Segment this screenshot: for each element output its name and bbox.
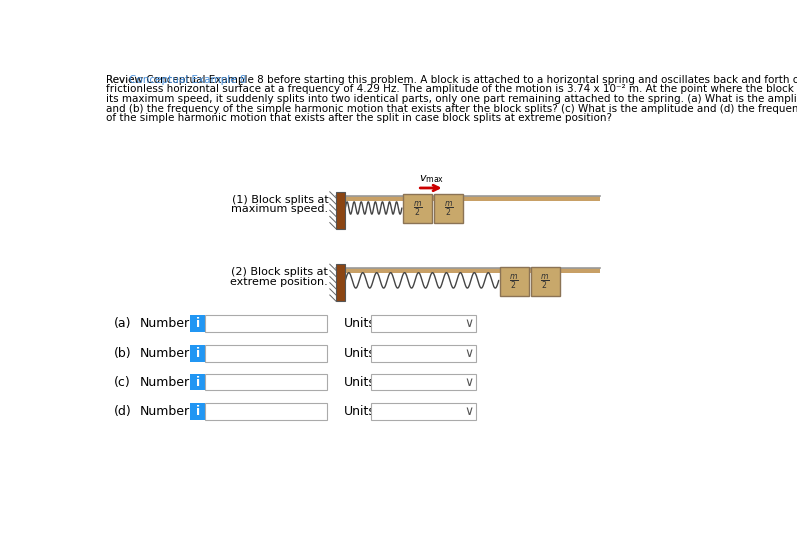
Text: ∨: ∨ <box>465 405 474 418</box>
Text: $v_{\mathrm{max}}$: $v_{\mathrm{max}}$ <box>419 173 444 185</box>
Text: Conceptual Example 8: Conceptual Example 8 <box>129 75 246 85</box>
Text: Number: Number <box>140 317 190 330</box>
Text: $\frac{m}{2}$: $\frac{m}{2}$ <box>540 272 550 291</box>
Bar <box>371 373 476 391</box>
Bar <box>371 403 476 420</box>
Text: (d): (d) <box>114 405 132 418</box>
Text: (1) Block splits at: (1) Block splits at <box>231 195 328 205</box>
Text: Review Conceptual Example 8 before starting this problem. A block is attached to: Review Conceptual Example 8 before start… <box>106 75 797 85</box>
Text: Units: Units <box>344 317 375 330</box>
Text: Units: Units <box>344 347 375 360</box>
Text: Number: Number <box>140 405 190 418</box>
Bar <box>336 196 599 201</box>
Text: ∨: ∨ <box>465 347 474 360</box>
Text: i: i <box>195 376 200 389</box>
Bar <box>336 192 345 229</box>
Text: i: i <box>195 405 200 418</box>
Text: (a): (a) <box>114 317 131 330</box>
Text: Units: Units <box>344 376 375 389</box>
Text: frictionless horizontal surface at a frequency of 4.29 Hz. The amplitude of the : frictionless horizontal surface at a fre… <box>106 84 797 94</box>
Bar <box>402 194 432 224</box>
Bar <box>190 403 205 420</box>
Text: Number: Number <box>140 376 190 389</box>
Bar <box>205 315 328 332</box>
Text: ∨: ∨ <box>465 376 474 389</box>
Text: $\frac{m}{2}$: $\frac{m}{2}$ <box>444 200 453 218</box>
Bar <box>336 268 599 273</box>
Text: extreme position.: extreme position. <box>217 277 328 287</box>
Bar <box>190 315 205 332</box>
Text: (c): (c) <box>114 376 131 389</box>
Bar <box>336 264 345 301</box>
Text: Number: Number <box>140 347 190 360</box>
Text: ∨: ∨ <box>465 317 474 330</box>
Bar <box>205 373 328 391</box>
Bar <box>434 194 463 224</box>
Text: Review: Review <box>106 75 146 85</box>
Text: (b): (b) <box>114 347 132 360</box>
Text: its maximum speed, it suddenly splits into two identical parts, only one part re: its maximum speed, it suddenly splits in… <box>106 94 797 104</box>
Text: Review Conceptual Example 8: Review Conceptual Example 8 <box>106 75 264 85</box>
Text: $\frac{m}{2}$: $\frac{m}{2}$ <box>413 200 422 218</box>
Text: maximum speed.: maximum speed. <box>217 204 328 214</box>
Text: of the simple harmonic motion that exists after the split in case block splits a: of the simple harmonic motion that exist… <box>106 113 612 124</box>
Bar <box>371 315 476 332</box>
Bar <box>190 373 205 391</box>
Bar <box>190 345 205 362</box>
Text: (2) Block splits at: (2) Block splits at <box>231 267 328 277</box>
Text: i: i <box>195 347 200 360</box>
Bar <box>205 403 328 420</box>
Bar <box>371 345 476 362</box>
Text: Units: Units <box>344 405 375 418</box>
Bar <box>500 267 529 296</box>
Bar <box>205 345 328 362</box>
Text: $\frac{m}{2}$: $\frac{m}{2}$ <box>509 272 519 291</box>
Text: and (b) the frequency of the simple harmonic motion that exists after the block : and (b) the frequency of the simple harm… <box>106 103 797 113</box>
Bar <box>531 267 560 296</box>
Text: i: i <box>195 317 200 330</box>
